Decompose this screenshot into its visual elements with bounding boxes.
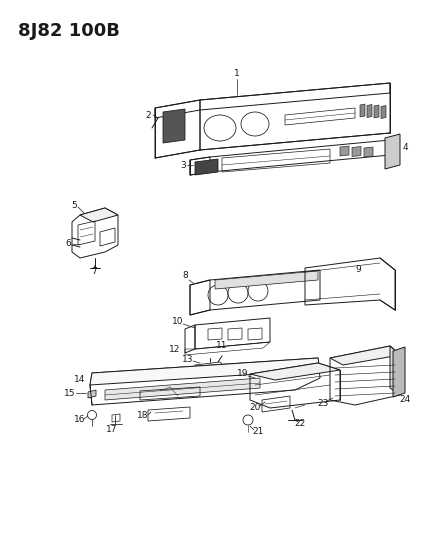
Text: 3: 3 — [180, 160, 186, 169]
Polygon shape — [330, 346, 400, 365]
Text: 7: 7 — [91, 268, 97, 277]
Polygon shape — [393, 347, 405, 397]
Text: 23: 23 — [317, 399, 329, 408]
Text: 12: 12 — [169, 345, 181, 354]
Text: 9: 9 — [355, 265, 361, 274]
Polygon shape — [250, 363, 340, 380]
Text: 8J82 100B: 8J82 100B — [18, 22, 120, 40]
Polygon shape — [88, 390, 96, 398]
Polygon shape — [80, 208, 118, 222]
Text: 5: 5 — [71, 200, 77, 209]
Polygon shape — [367, 104, 372, 117]
Text: 21: 21 — [253, 427, 264, 437]
Text: 15: 15 — [64, 389, 76, 398]
Text: 24: 24 — [399, 395, 410, 405]
Text: 1: 1 — [234, 69, 240, 77]
Text: 2: 2 — [145, 110, 151, 119]
Polygon shape — [340, 146, 349, 156]
Polygon shape — [385, 134, 400, 169]
Text: 14: 14 — [74, 376, 86, 384]
Text: 16: 16 — [74, 416, 86, 424]
Text: 17: 17 — [106, 425, 118, 434]
Text: 8: 8 — [182, 271, 188, 280]
Polygon shape — [215, 271, 318, 289]
Text: 18: 18 — [137, 411, 149, 421]
Polygon shape — [90, 358, 320, 385]
Text: 10: 10 — [172, 318, 184, 327]
Text: 20: 20 — [250, 403, 261, 413]
Polygon shape — [374, 105, 379, 118]
Polygon shape — [195, 159, 218, 175]
Polygon shape — [163, 109, 185, 143]
Polygon shape — [390, 346, 400, 395]
Text: 4: 4 — [402, 143, 408, 152]
Polygon shape — [360, 104, 365, 117]
Text: 22: 22 — [294, 419, 306, 429]
Polygon shape — [364, 147, 373, 157]
Text: 11: 11 — [216, 341, 228, 350]
Text: 6: 6 — [65, 239, 71, 248]
Polygon shape — [381, 106, 386, 118]
Text: 13: 13 — [182, 356, 194, 365]
Polygon shape — [105, 378, 260, 400]
Polygon shape — [352, 147, 361, 157]
Text: 19: 19 — [237, 368, 249, 377]
